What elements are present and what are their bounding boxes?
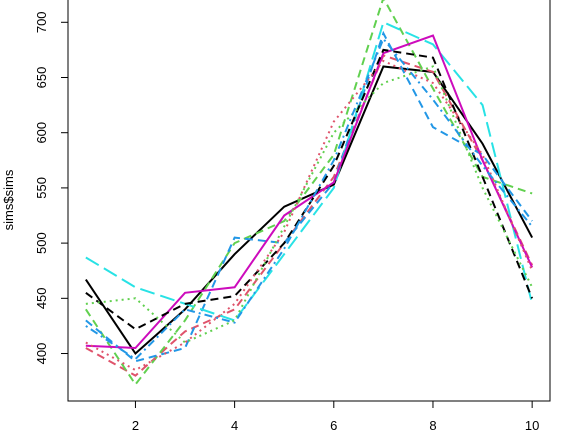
y-tick-label: 700: [34, 11, 49, 33]
series-line: [85, 30, 533, 363]
y-tick-label: 500: [34, 232, 49, 254]
series-line: [85, 0, 533, 387]
series-line: [85, 65, 534, 356]
y-tick-label: 600: [34, 122, 49, 144]
x-tick-label: 6: [330, 418, 337, 432]
y-tick-label: 550: [34, 177, 49, 199]
x-tick-label: 4: [231, 418, 238, 432]
series-line: [85, 59, 534, 372]
y-tick-label: 450: [34, 287, 49, 309]
y-tick-label: 400: [34, 343, 49, 365]
plot-box: [67, 0, 551, 402]
series-line: [85, 54, 534, 377]
series-line: [85, 34, 534, 350]
x-tick-label: 8: [429, 418, 436, 432]
y-axis-label: sims$sims: [1, 169, 16, 230]
series-line: [85, 36, 533, 361]
series-line: [85, 65, 534, 344]
x-tick-label: 2: [132, 418, 139, 432]
y-tick-label: 650: [34, 67, 49, 89]
x-tick-label: 10: [525, 418, 539, 432]
series-line: [85, 20, 534, 322]
